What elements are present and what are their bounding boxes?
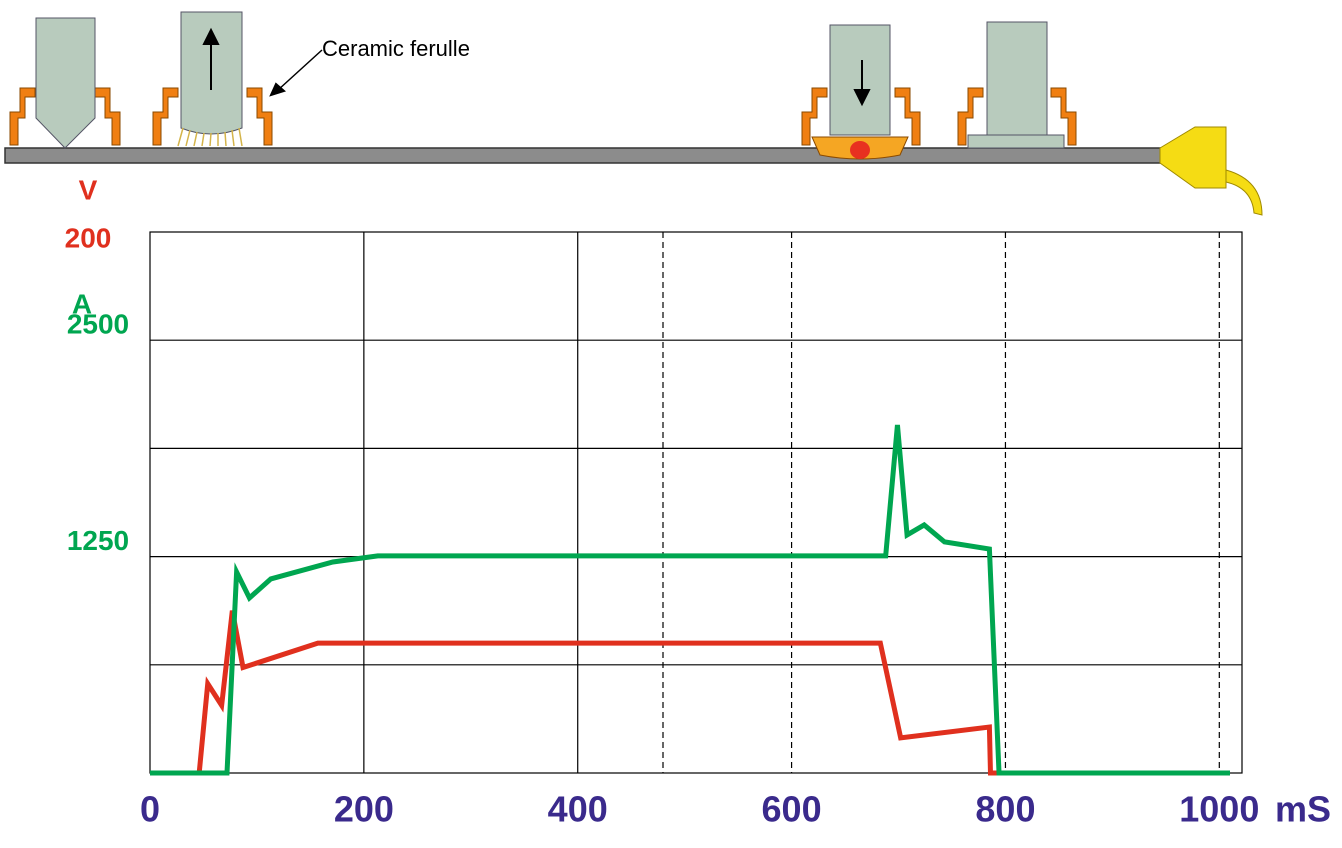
process-illustration (4, 11, 1263, 216)
y2-tick-label: 1250 (67, 525, 129, 556)
x-tick-label: 800 (975, 789, 1035, 830)
x-tick-label: 1000 (1179, 789, 1259, 830)
y-tick-label: 200 (65, 222, 112, 253)
x-tick-label: 600 (762, 789, 822, 830)
y-axis-label: V (79, 174, 98, 205)
plot-frame (149, 231, 1243, 774)
y2-tick-label: 2500 (67, 309, 129, 340)
y2-axis-label: A (72, 288, 92, 319)
x-axis-label: mS (1275, 789, 1331, 830)
x-tick-label: 400 (548, 789, 608, 830)
series-line (150, 424, 1230, 776)
annotation: Ceramic ferulle (322, 36, 470, 61)
series-line (150, 610, 1230, 776)
x-tick-label: 0 (140, 789, 160, 830)
x-tick-label: 200 (334, 789, 394, 830)
